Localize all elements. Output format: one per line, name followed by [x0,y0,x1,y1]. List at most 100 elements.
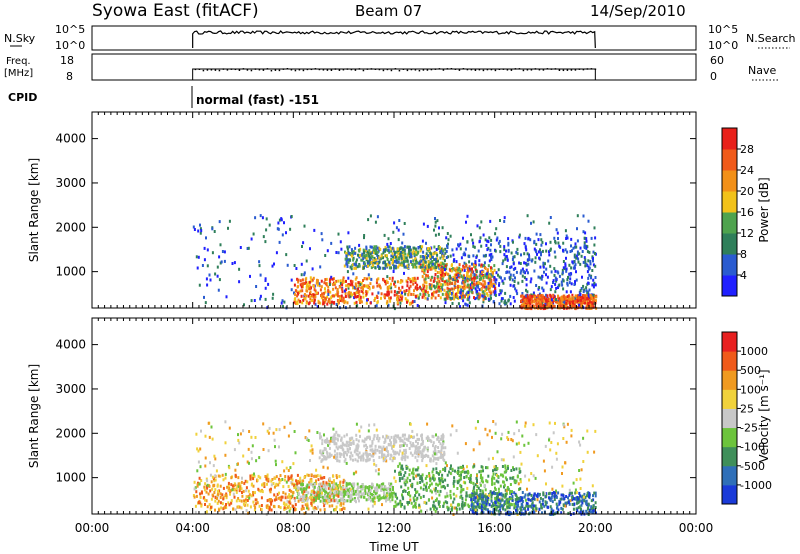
heatmap-cell [520,502,523,506]
heatmap-cell [425,485,428,489]
heatmap-cell [396,280,399,284]
heatmap-cell [424,292,427,296]
heatmap-cell [479,277,482,281]
heatmap-cell [376,434,379,438]
heatmap-cell [219,243,222,247]
heatmap-cell [341,498,344,501]
heatmap-cell [192,494,195,497]
heatmap-cell [439,274,442,277]
heatmap-cell [345,481,348,485]
heatmap-cell [450,464,452,468]
heatmap-cell [307,491,310,495]
heatmap-cell [385,254,388,257]
heatmap-cell [209,278,212,282]
heatmap-cell [417,450,420,454]
heatmap-cell [553,236,556,240]
heatmap-cell [451,302,454,305]
heatmap-cell [328,452,331,456]
heatmap-cell [247,511,250,515]
heatmap-cell [400,254,403,258]
heatmap-cell [310,482,313,486]
heatmap-cell [491,479,494,483]
heatmap-cell [446,281,449,285]
heatmap-cell [227,501,230,505]
heatmap-cell [377,264,380,268]
heatmap-cell [227,481,230,485]
heatmap-cell [576,252,579,256]
heatmap-cell [524,493,527,497]
heatmap-cell [506,505,509,509]
heatmap-cell [518,261,521,265]
nave-dot [550,68,553,70]
heatmap-cell [252,493,255,497]
heatmap-cell [430,284,433,288]
heatmap-cell [393,290,396,294]
heatmap-cell [493,476,496,480]
heatmap-cell [363,444,366,448]
heatmap-cell [514,276,516,280]
heatmap-cell [404,252,407,256]
heatmap-cell [452,294,455,298]
heatmap-cell [528,253,530,257]
heatmap-cell [427,247,430,250]
heatmap-cell [577,260,580,264]
heatmap-cell [535,298,537,302]
heatmap-cell [543,469,546,473]
heatmap-cell [389,242,392,245]
heatmap-cell [327,293,330,296]
heatmap-cell [407,276,410,280]
heatmap-cell [310,286,312,290]
heatmap-cell [343,434,346,438]
heatmap-cell [275,484,278,487]
heatmap-cell [347,294,350,298]
heatmap-cell [538,286,541,289]
heatmap-cell [390,435,393,439]
heatmap-cell [381,449,384,453]
heatmap-cell [571,293,574,297]
heatmap-cell [478,226,481,230]
heatmap-cell [521,303,524,307]
heatmap-cell [320,232,323,236]
heatmap-cell [425,284,428,288]
heatmap-cell [431,434,434,438]
heatmap-cell [573,260,576,264]
heatmap-cell [590,274,593,278]
heatmap-cell [494,232,497,236]
heatmap-cell [498,508,501,512]
heatmap-cell [307,473,310,477]
heatmap-cell [404,454,407,458]
heatmap-cell [472,448,475,452]
nave-dot [338,69,341,71]
heatmap-cell [377,291,380,295]
heatmap-cell [352,489,355,493]
heatmap-cell [409,277,411,281]
cpid-label: CPID [8,91,37,104]
heatmap-cell [475,273,478,277]
heatmap-cell [507,241,510,245]
nave-dot [326,69,329,71]
heatmap-cell [539,276,542,280]
heatmap-cell [459,247,462,251]
heatmap-cell [499,244,502,248]
nave-dot [522,69,525,72]
heatmap-cell [532,304,535,308]
heatmap-cell [354,295,357,299]
heatmap-cell [389,499,392,503]
heatmap-cell [439,489,442,493]
heatmap-cell [206,505,209,509]
heatmap-cell [329,439,332,443]
heatmap-cell [490,272,493,276]
heatmap-cell [356,265,359,269]
heatmap-cell [415,258,418,262]
heatmap-cell [213,454,216,458]
heatmap-cell [472,262,475,266]
heatmap-cell [401,261,404,265]
heatmap-cell [355,433,358,437]
heatmap-cell [287,478,290,482]
heatmap-cell [540,303,543,307]
heatmap-cell [594,491,597,495]
heatmap-cell [350,248,353,252]
heatmap-cell [441,287,444,291]
heatmap-cell [400,466,403,469]
heatmap-cell [482,503,485,507]
